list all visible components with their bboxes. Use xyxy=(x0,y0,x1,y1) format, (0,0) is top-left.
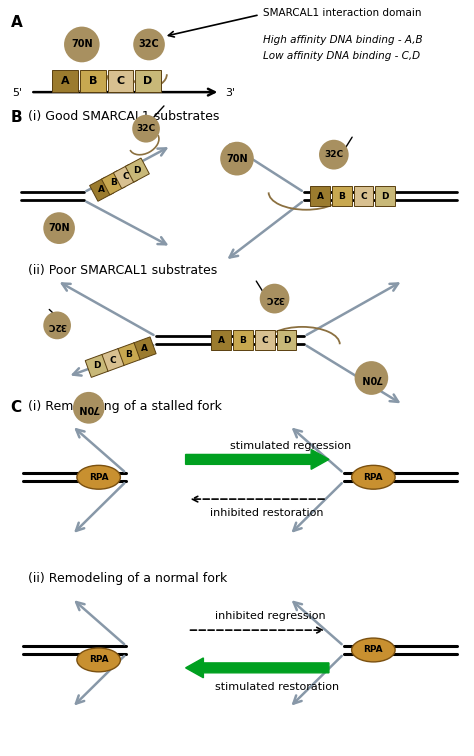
Text: B: B xyxy=(239,336,246,345)
FancyBboxPatch shape xyxy=(375,187,395,206)
Text: stimulated regression: stimulated regression xyxy=(230,441,351,451)
Text: 70N: 70N xyxy=(78,403,100,413)
Text: 32C: 32C xyxy=(139,39,159,49)
Text: 3': 3' xyxy=(225,88,235,98)
Circle shape xyxy=(43,311,71,339)
FancyBboxPatch shape xyxy=(133,337,156,360)
FancyBboxPatch shape xyxy=(90,177,114,201)
FancyBboxPatch shape xyxy=(125,158,149,182)
Circle shape xyxy=(355,361,388,395)
Text: D: D xyxy=(144,76,153,86)
FancyBboxPatch shape xyxy=(354,187,374,206)
Ellipse shape xyxy=(352,466,395,489)
Text: 70N: 70N xyxy=(71,39,92,49)
Text: SMARCAL1 interaction domain: SMARCAL1 interaction domain xyxy=(263,8,421,17)
Text: 32C: 32C xyxy=(137,124,155,133)
Circle shape xyxy=(319,140,349,169)
Circle shape xyxy=(73,392,105,423)
FancyArrow shape xyxy=(186,450,329,469)
Text: C: C xyxy=(116,76,125,86)
FancyArrow shape xyxy=(186,658,329,678)
Text: 70N: 70N xyxy=(361,373,382,383)
Text: (ii) Poor SMARCAL1 substrates: (ii) Poor SMARCAL1 substrates xyxy=(28,264,218,277)
Text: C: C xyxy=(122,172,129,181)
Text: A: A xyxy=(11,14,22,29)
Text: A: A xyxy=(218,336,225,345)
Text: B: B xyxy=(125,350,132,358)
Text: D: D xyxy=(382,192,389,201)
Text: RPA: RPA xyxy=(364,646,383,655)
FancyBboxPatch shape xyxy=(80,70,106,92)
Text: A: A xyxy=(61,76,69,86)
FancyBboxPatch shape xyxy=(276,330,296,350)
Text: A: A xyxy=(141,344,148,353)
FancyBboxPatch shape xyxy=(233,330,253,350)
FancyBboxPatch shape xyxy=(332,187,352,206)
Text: RPA: RPA xyxy=(364,472,383,482)
Text: D: D xyxy=(283,336,290,345)
Circle shape xyxy=(64,26,100,62)
Text: RPA: RPA xyxy=(89,472,109,482)
Ellipse shape xyxy=(352,638,395,662)
Text: High affinity DNA binding - A,B: High affinity DNA binding - A,B xyxy=(263,36,422,45)
Text: inhibited regression: inhibited regression xyxy=(215,612,326,621)
Text: 32C: 32C xyxy=(47,321,67,330)
Text: C: C xyxy=(11,400,22,415)
Text: A: A xyxy=(317,192,324,201)
FancyBboxPatch shape xyxy=(113,164,137,188)
Circle shape xyxy=(260,284,290,314)
Text: (i) Remodeling of a stalled fork: (i) Remodeling of a stalled fork xyxy=(28,400,222,413)
Ellipse shape xyxy=(77,466,120,489)
Text: C: C xyxy=(261,336,268,345)
Text: B: B xyxy=(11,110,22,125)
Text: stimulated restoration: stimulated restoration xyxy=(215,682,339,692)
FancyBboxPatch shape xyxy=(101,349,124,371)
Text: B: B xyxy=(89,76,97,86)
Text: C: C xyxy=(109,355,116,364)
Text: 70N: 70N xyxy=(48,223,70,233)
Circle shape xyxy=(43,212,75,244)
FancyBboxPatch shape xyxy=(135,70,161,92)
Text: 5': 5' xyxy=(12,88,23,98)
Text: (ii) Remodeling of a normal fork: (ii) Remodeling of a normal fork xyxy=(28,572,228,584)
Text: 32C: 32C xyxy=(265,294,284,303)
Text: D: D xyxy=(93,361,100,370)
Text: D: D xyxy=(134,166,141,175)
FancyBboxPatch shape xyxy=(101,171,126,195)
Text: 70N: 70N xyxy=(226,153,248,163)
Ellipse shape xyxy=(77,648,120,672)
Circle shape xyxy=(133,29,165,60)
FancyBboxPatch shape xyxy=(310,187,330,206)
Text: RPA: RPA xyxy=(89,655,109,665)
Text: 32C: 32C xyxy=(324,150,344,160)
Text: A: A xyxy=(98,184,105,194)
Circle shape xyxy=(220,141,254,175)
Text: (i) Good SMARCAL1 substrates: (i) Good SMARCAL1 substrates xyxy=(28,110,220,123)
FancyBboxPatch shape xyxy=(85,355,108,377)
FancyBboxPatch shape xyxy=(117,342,140,366)
Text: Low affinity DNA binding - C,D: Low affinity DNA binding - C,D xyxy=(263,51,420,61)
Text: B: B xyxy=(110,178,117,187)
FancyBboxPatch shape xyxy=(211,330,231,350)
Circle shape xyxy=(132,115,160,143)
Text: C: C xyxy=(360,192,367,201)
FancyBboxPatch shape xyxy=(108,70,133,92)
Text: B: B xyxy=(338,192,345,201)
FancyBboxPatch shape xyxy=(52,70,78,92)
Text: inhibited restoration: inhibited restoration xyxy=(210,508,324,518)
FancyBboxPatch shape xyxy=(255,330,274,350)
